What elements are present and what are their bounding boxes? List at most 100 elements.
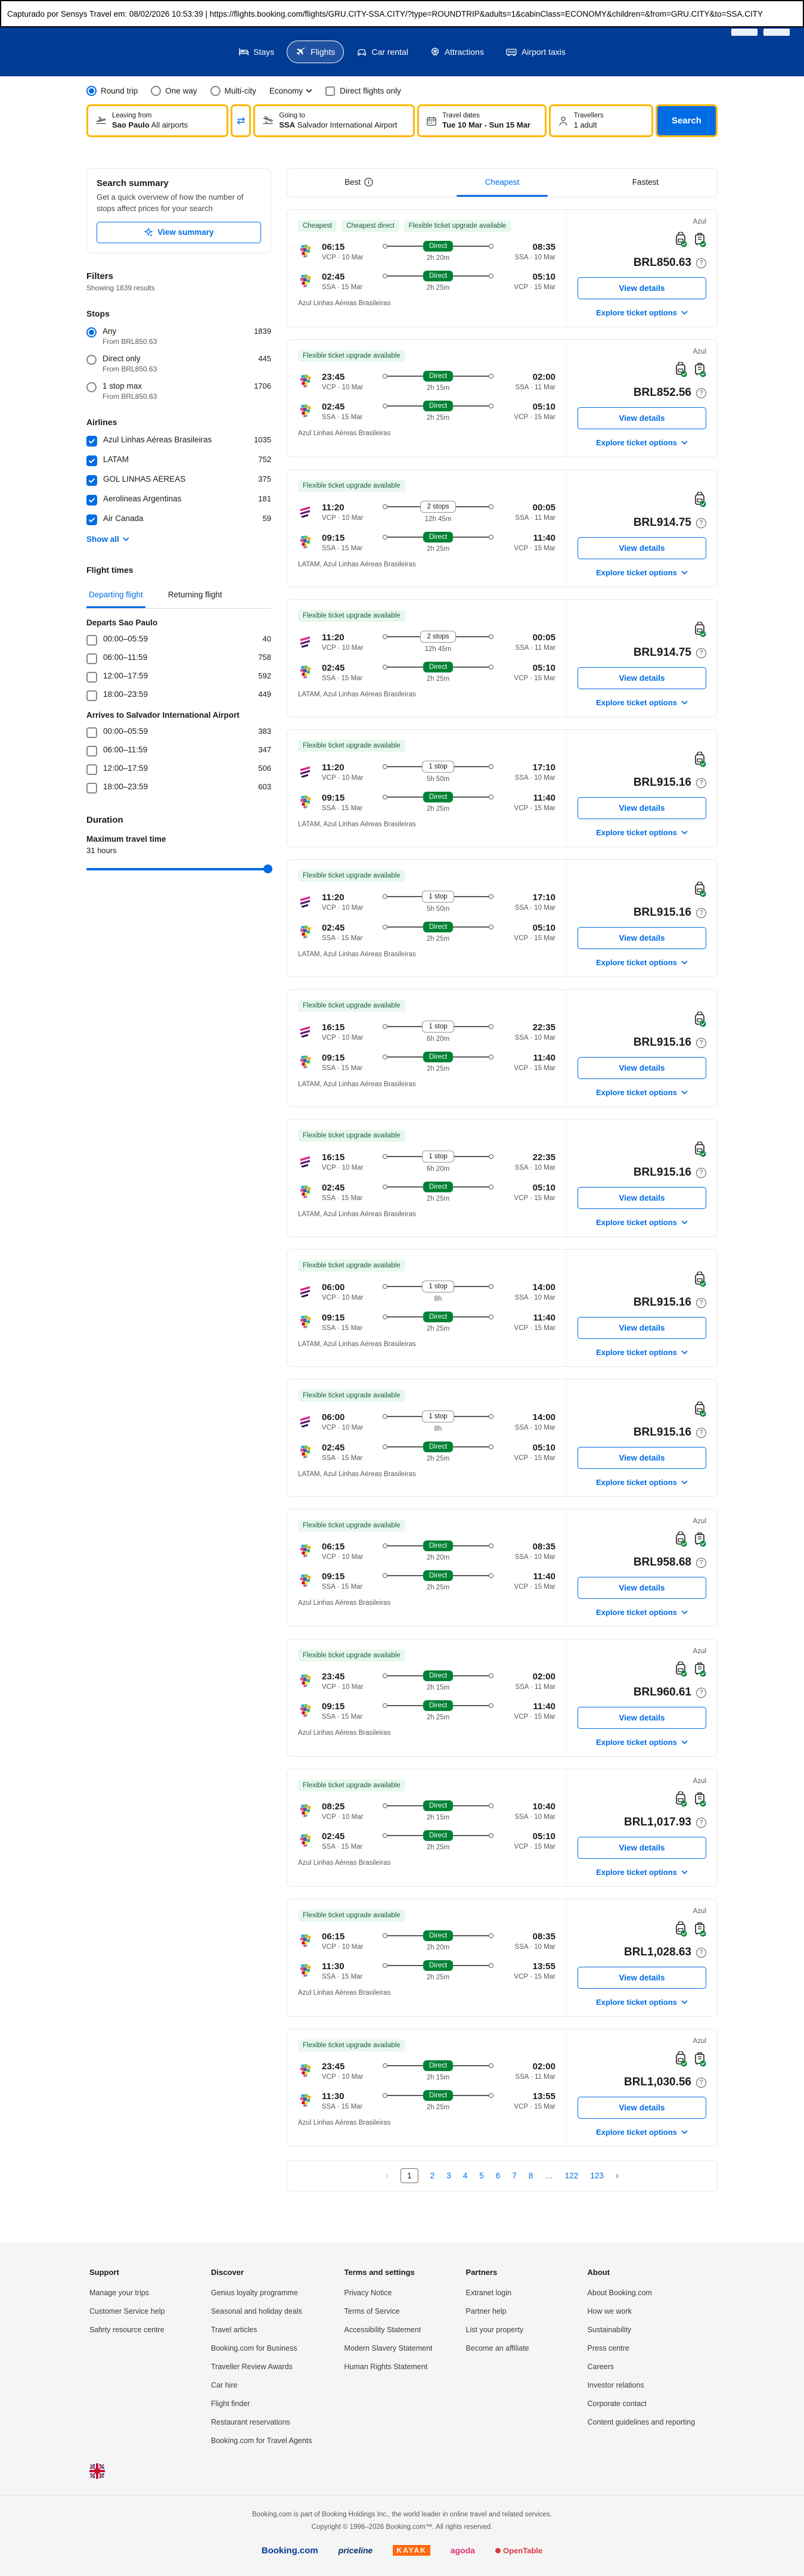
- pagination-page-1[interactable]: 1: [401, 2168, 418, 2183]
- brand-logo-kayak[interactable]: KAYAK: [393, 2545, 430, 2556]
- pagination-prev-button[interactable]: ‹: [386, 2171, 389, 2181]
- view-details-button[interactable]: View details: [578, 1707, 706, 1729]
- nav-pill-attractions[interactable]: Attractions: [421, 41, 493, 63]
- pagination-page-2[interactable]: 2: [430, 2171, 435, 2180]
- time-range-option[interactable]: 06:00–11:59 758: [86, 653, 271, 664]
- footer-link[interactable]: Traveller Review Awards: [211, 2363, 293, 2371]
- view-details-button[interactable]: View details: [578, 1967, 706, 1989]
- duration-slider[interactable]: [86, 864, 272, 874]
- price-info-icon[interactable]: ?: [696, 1167, 706, 1178]
- nav-pill-car-rental[interactable]: Car rental: [347, 41, 417, 63]
- pagination-page-6[interactable]: 6: [495, 2171, 501, 2180]
- trip-type-multi-city[interactable]: Multi-city: [210, 86, 256, 96]
- view-details-button[interactable]: View details: [578, 927, 706, 949]
- footer-link[interactable]: Sustainability: [587, 2326, 632, 2334]
- footer-link[interactable]: Safety resource centre: [89, 2326, 164, 2334]
- footer-link[interactable]: Manage your trips: [89, 2289, 150, 2297]
- view-details-button[interactable]: View details: [578, 797, 706, 819]
- view-details-button[interactable]: View details: [578, 1057, 706, 1079]
- footer-link[interactable]: Accessibility Statement: [344, 2326, 421, 2334]
- swap-origin-destination-button[interactable]: ⇄: [231, 104, 252, 137]
- time-range-option[interactable]: 18:00–23:59 603: [86, 782, 271, 793]
- footer-link[interactable]: Flight finder: [211, 2400, 250, 2408]
- tab-departing-flight[interactable]: Departing flight: [86, 584, 145, 608]
- footer-link[interactable]: Content guidelines and reporting: [587, 2418, 696, 2426]
- footer-link[interactable]: Car hire: [211, 2381, 238, 2389]
- pagination-page-8[interactable]: 8: [528, 2171, 533, 2180]
- explore-ticket-options-link[interactable]: Explore ticket options: [596, 2128, 688, 2137]
- footer-link[interactable]: Careers: [587, 2363, 614, 2371]
- sort-tab-best[interactable]: Best: [287, 169, 430, 197]
- footer-link[interactable]: List your property: [465, 2326, 524, 2334]
- footer-link[interactable]: Terms of Service: [344, 2307, 400, 2315]
- sort-tab-cheapest[interactable]: Cheapest: [430, 169, 573, 197]
- leaving-from-field[interactable]: Leaving from Sao Paulo All airports: [86, 104, 229, 137]
- view-details-button[interactable]: View details: [578, 1447, 706, 1469]
- footer-link[interactable]: Press centre: [587, 2344, 629, 2352]
- going-to-field[interactable]: Going to SSA Salvador International Airp…: [253, 104, 415, 137]
- footer-link[interactable]: Booking.com for Travel Agents: [211, 2436, 312, 2445]
- price-info-icon[interactable]: ?: [696, 258, 706, 268]
- time-range-option[interactable]: 12:00–17:59 506: [86, 764, 271, 775]
- sort-tab-fastest[interactable]: Fastest: [574, 169, 717, 197]
- footer-link[interactable]: Travel articles: [211, 2326, 257, 2334]
- price-info-icon[interactable]: ?: [696, 517, 706, 528]
- slider-handle[interactable]: [263, 864, 272, 874]
- price-info-icon[interactable]: ?: [696, 2077, 706, 2088]
- currency-button[interactable]: [731, 29, 758, 36]
- language-flag-button[interactable]: [763, 29, 790, 36]
- cabin-class-select[interactable]: Economy: [269, 86, 312, 95]
- trip-type-one-way[interactable]: One way: [151, 86, 197, 96]
- view-details-button[interactable]: View details: [578, 2097, 706, 2119]
- airline-filter-air-canada[interactable]: Air Canada 59: [86, 514, 271, 525]
- direct-flights-checkbox[interactable]: Direct flights only: [325, 86, 401, 96]
- footer-link[interactable]: Human Rights Statement: [344, 2363, 428, 2371]
- view-details-button[interactable]: View details: [578, 1187, 706, 1209]
- time-range-option[interactable]: 00:00–05:59 383: [86, 727, 271, 738]
- footer-link[interactable]: Customer Service help: [89, 2307, 165, 2315]
- pagination-next-button[interactable]: ›: [615, 2171, 619, 2181]
- price-info-icon[interactable]: ?: [696, 1297, 706, 1308]
- view-details-button[interactable]: View details: [578, 407, 706, 429]
- explore-ticket-options-link[interactable]: Explore ticket options: [596, 1608, 688, 1617]
- search-button[interactable]: Search: [655, 104, 718, 137]
- view-details-button[interactable]: View details: [578, 277, 706, 299]
- price-info-icon[interactable]: ?: [696, 1557, 706, 1568]
- show-all-airlines-link[interactable]: Show all: [86, 535, 129, 544]
- nav-pill-stays[interactable]: Stays: [229, 41, 283, 63]
- price-info-icon[interactable]: ?: [696, 1687, 706, 1698]
- footer-link[interactable]: About Booking.com: [587, 2289, 652, 2297]
- travel-dates-field[interactable]: Travel dates Tue 10 Mar - Sun 15 Mar: [417, 104, 547, 137]
- price-info-icon[interactable]: ?: [696, 1947, 706, 1958]
- explore-ticket-options-link[interactable]: Explore ticket options: [596, 308, 688, 317]
- view-details-button[interactable]: View details: [578, 1837, 706, 1859]
- explore-ticket-options-link[interactable]: Explore ticket options: [596, 568, 688, 577]
- footer-link[interactable]: Genius loyalty programme: [211, 2289, 298, 2297]
- footer-link[interactable]: Investor relations: [587, 2381, 644, 2389]
- footer-link[interactable]: Booking.com for Business: [211, 2344, 297, 2352]
- footer-link[interactable]: Modern Slavery Statement: [344, 2344, 433, 2352]
- view-details-button[interactable]: View details: [578, 537, 706, 559]
- pagination-page-3[interactable]: 3: [446, 2171, 451, 2180]
- footer-link[interactable]: How we work: [587, 2307, 632, 2315]
- footer-link[interactable]: Partner help: [465, 2307, 507, 2315]
- brand-logo-booking[interactable]: Booking.com: [262, 2546, 318, 2556]
- price-info-icon[interactable]: ?: [696, 647, 706, 658]
- pagination-page-7[interactable]: 7: [512, 2171, 517, 2180]
- airline-filter-gol-linhas-aereas[interactable]: GOL LINHAS AEREAS 375: [86, 475, 271, 486]
- price-info-icon[interactable]: ?: [696, 1817, 706, 1828]
- brand-logo-opentable[interactable]: OpenTable: [495, 2546, 542, 2555]
- price-info-icon[interactable]: ?: [696, 777, 706, 788]
- price-info-icon[interactable]: ?: [696, 907, 706, 918]
- footer-link[interactable]: Privacy Notice: [344, 2289, 392, 2297]
- footer-link[interactable]: Corporate contact: [587, 2400, 647, 2408]
- view-details-button[interactable]: View details: [578, 1317, 706, 1339]
- explore-ticket-options-link[interactable]: Explore ticket options: [596, 1868, 688, 1877]
- explore-ticket-options-link[interactable]: Explore ticket options: [596, 438, 688, 447]
- footer-link[interactable]: Extranet login: [465, 2289, 511, 2297]
- explore-ticket-options-link[interactable]: Explore ticket options: [596, 1348, 688, 1357]
- pagination-page-5[interactable]: 5: [479, 2171, 484, 2180]
- price-info-icon[interactable]: ?: [696, 1037, 706, 1048]
- trip-type-round-trip[interactable]: Round trip: [86, 86, 138, 96]
- stops-option-direct-only[interactable]: Direct only From BRL850.63 445: [86, 354, 271, 373]
